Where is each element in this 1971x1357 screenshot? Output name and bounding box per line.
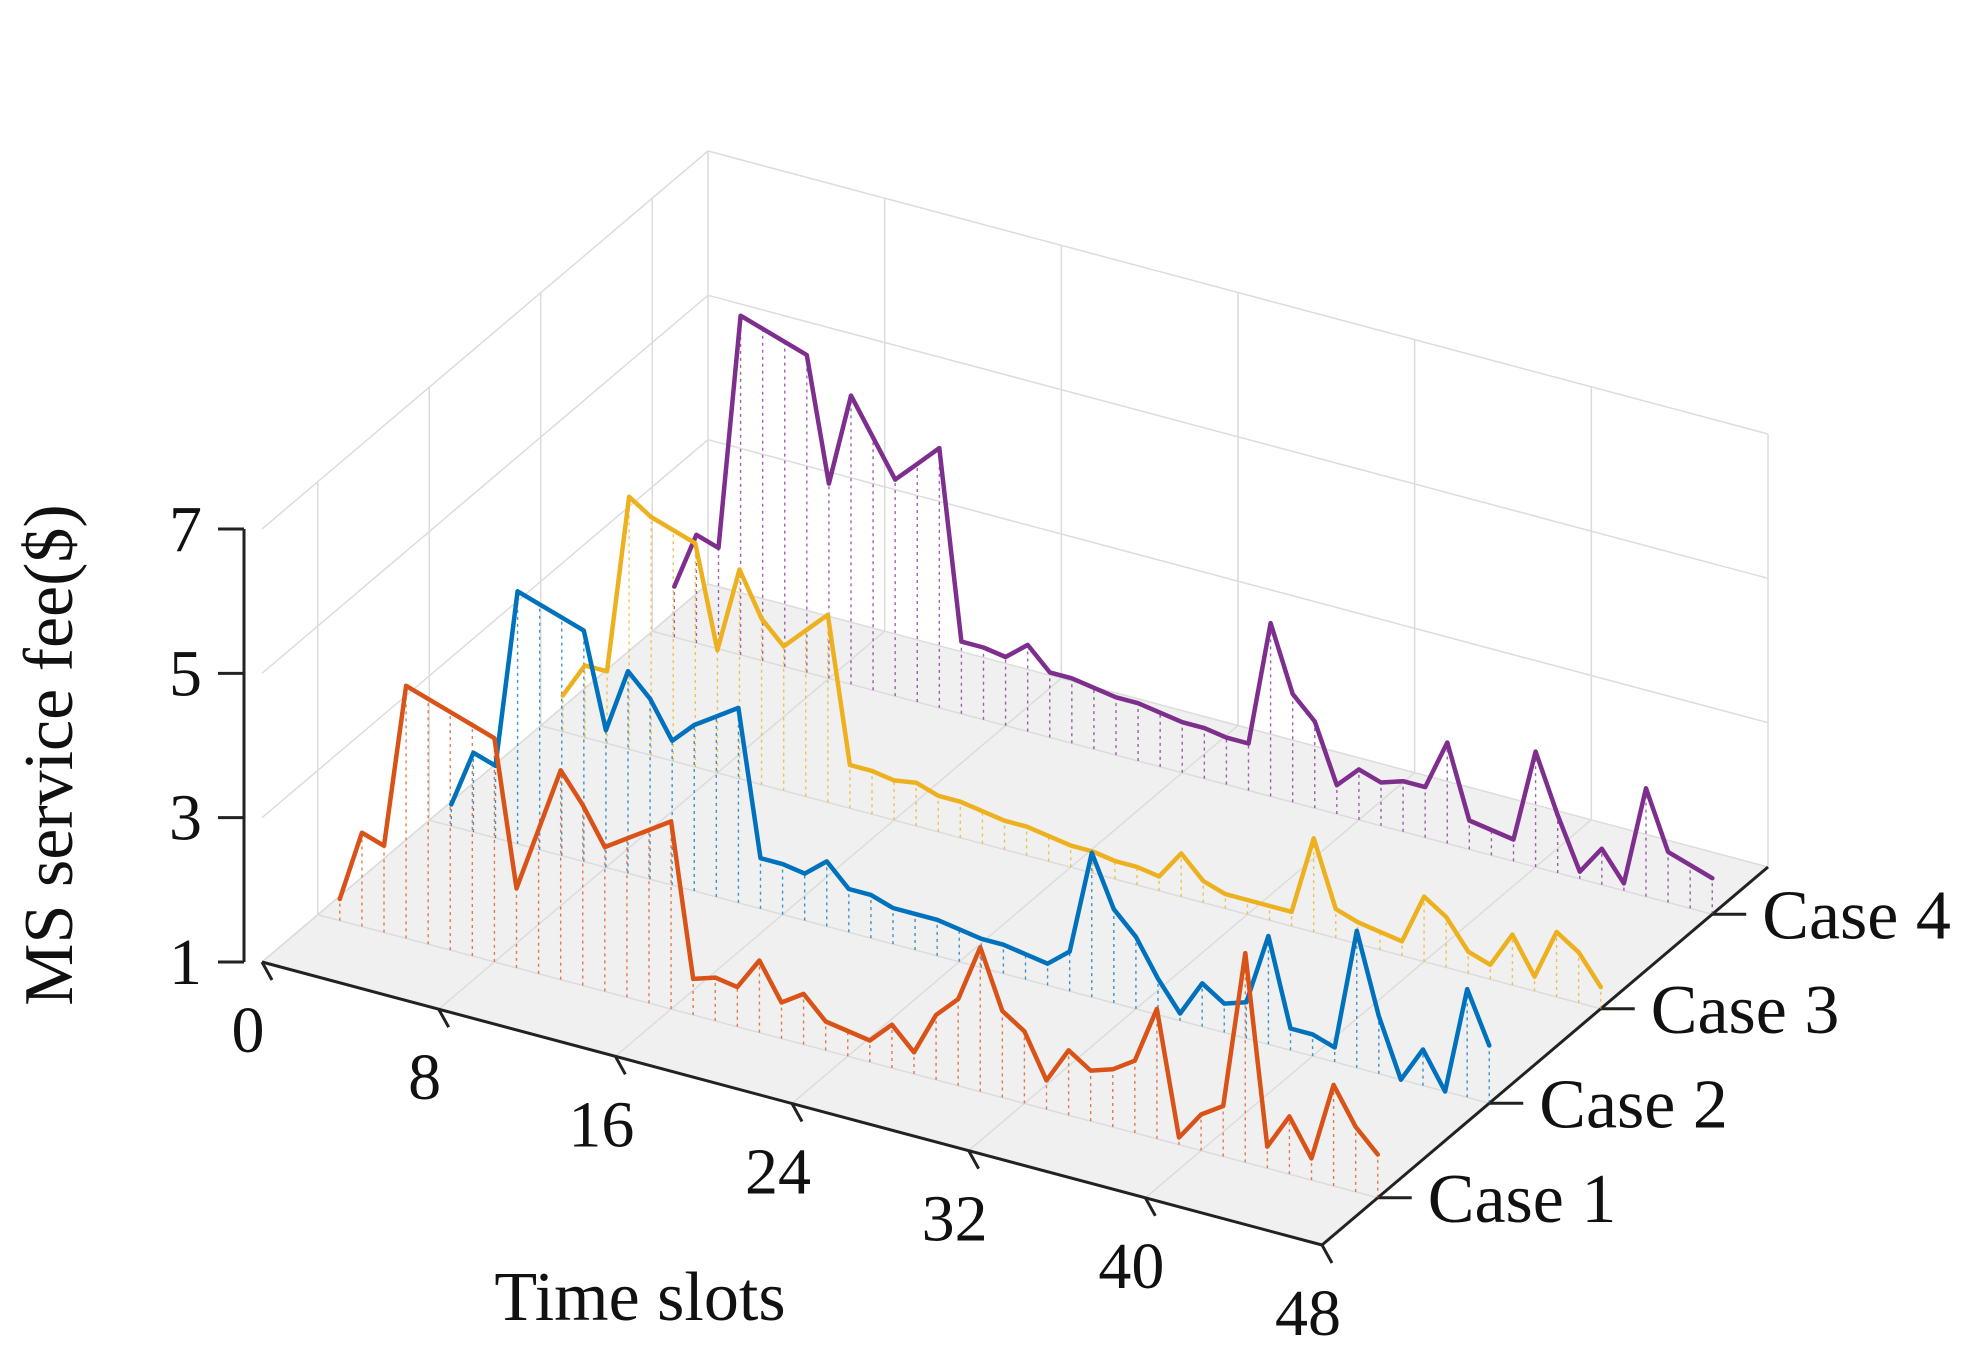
case-tick-label: Case 2	[1539, 1066, 1728, 1143]
case-tick-label: Case 4	[1762, 877, 1951, 954]
side-wall	[262, 151, 708, 962]
x-tick-mark	[967, 1149, 980, 1170]
x-tick-mark	[1144, 1197, 1157, 1217]
series-line-case-2	[449, 589, 1492, 1094]
case-tick-label: Case 3	[1651, 972, 1840, 1049]
side-wall-grid-line-z	[261, 583, 709, 963]
z-axis-title: MS service fee($)	[11, 504, 88, 1005]
back-wall-grid-line-z	[707, 438, 1769, 724]
floor-grid-line-x	[438, 630, 886, 1010]
y-axis-line	[1321, 865, 1769, 1247]
x-tick-mark	[260, 961, 274, 981]
x-tick-label: 48	[1275, 1277, 1341, 1350]
z-tick-label: 1	[169, 926, 202, 999]
axes	[218, 527, 1769, 1264]
x-tick-mark	[790, 1102, 804, 1123]
series-group	[337, 683, 1381, 1161]
x-tick-mark	[437, 1008, 450, 1028]
z-tick-label: 3	[169, 782, 202, 855]
x-tick-mark	[1320, 1244, 1334, 1264]
back-wall-grid-line-z	[707, 583, 1769, 868]
series-group	[560, 494, 1604, 990]
back-wall-grid-line-z	[707, 150, 1769, 435]
back-wall-grid-line-z	[707, 294, 1769, 580]
axis-labels: MS service fee($) Time slots 0 8 16 24 32 40 4…	[11, 493, 1951, 1350]
x-tick-label: 0	[232, 994, 265, 1067]
x-tick-label: 40	[1098, 1230, 1164, 1303]
floor-grid-line-x	[614, 677, 1062, 1057]
x-axis-title: Time slots	[494, 1259, 785, 1336]
z-tick-label: 7	[169, 493, 202, 566]
series-lines	[337, 313, 1715, 1161]
series-group	[449, 589, 1492, 1094]
floor-grid-line-x	[968, 772, 1416, 1152]
x-tick-mark	[614, 1055, 627, 1076]
series-line-case-1	[337, 683, 1381, 1161]
x-tick-label: 16	[568, 1088, 634, 1161]
x-tick-label: 8	[408, 1041, 441, 1114]
x-tick-label: 32	[922, 1183, 988, 1256]
z-tick-label: 5	[169, 637, 202, 710]
x-tick-label: 24	[745, 1136, 811, 1209]
side-wall-grid-line-z	[261, 294, 709, 674]
drop-lines	[339, 315, 1713, 1198]
series-line-case-3	[560, 494, 1604, 990]
series-line-case-4	[672, 313, 1715, 886]
side-wall-grid-line-z	[261, 150, 709, 530]
case-tick-label: Case 1	[1428, 1161, 1617, 1238]
series-group	[672, 313, 1715, 886]
floor-grid-line-x	[1144, 819, 1592, 1199]
